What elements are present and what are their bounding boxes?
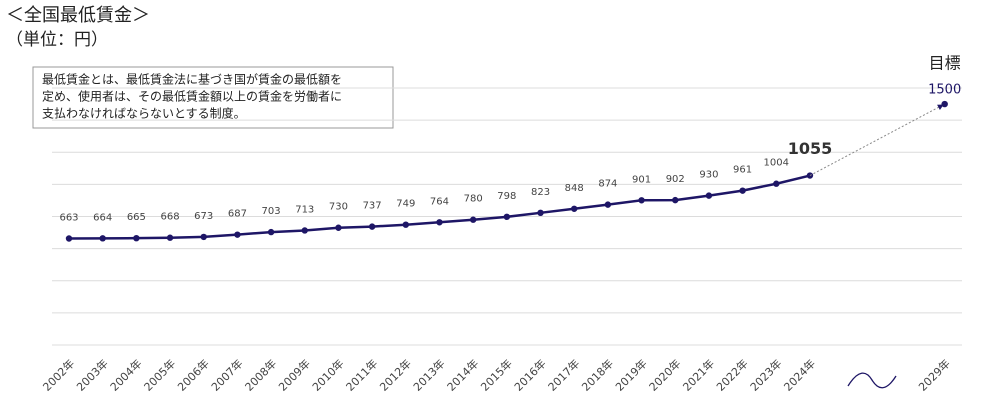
data-label: 961 (733, 165, 752, 176)
x-tick-label: 2017年 (545, 356, 582, 393)
x-tick-label: 2014年 (444, 356, 481, 393)
x-tick-label: 2019年 (612, 356, 649, 393)
x-tick-label: 2024年 (781, 356, 818, 393)
data-label: 930 (699, 170, 718, 181)
data-label: 1004 (764, 158, 789, 169)
annotation-line: 最低賃金とは、最低賃金法に基づき国が賃金の最低額を (42, 72, 342, 87)
data-label: 1500 (928, 83, 961, 98)
data-label: 687 (228, 209, 247, 220)
data-label: 902 (666, 174, 685, 185)
data-label: 663 (59, 213, 78, 224)
data-point (267, 228, 275, 236)
data-point (234, 231, 241, 238)
axis-break (847, 372, 897, 389)
data-point (604, 201, 612, 208)
data-point (773, 180, 780, 187)
data-label: 764 (430, 196, 449, 207)
x-tick-label: 2007年 (208, 356, 245, 393)
x-tick-label: 2011年 (343, 356, 380, 393)
data-point (571, 205, 578, 212)
x-tick-label: 2010年 (309, 356, 346, 393)
x-tick-label: 2018年 (579, 356, 616, 393)
data-point (503, 213, 511, 221)
annotation-line: 支払わなければならないとする制度。 (42, 106, 246, 121)
x-tick-label: 2009年 (276, 356, 313, 393)
target-point (941, 100, 948, 108)
data-label: 874 (598, 179, 617, 190)
data-point (335, 224, 342, 231)
data-label: 713 (295, 204, 314, 215)
chart-subtitle: （単位：円） (6, 30, 108, 50)
x-tick-label: 2029年 (915, 356, 952, 393)
x-tick-label: 2008年 (242, 356, 279, 393)
annotation-box (32, 66, 394, 129)
data-label: 1055 (788, 139, 833, 158)
data-point (436, 219, 443, 226)
data-label: 823 (531, 187, 550, 198)
data-label: 665 (127, 212, 146, 223)
x-tick-label: 2013年 (410, 356, 447, 393)
x-tick-label: 2006年 (174, 356, 211, 393)
x-tick-label: 2021年 (680, 356, 717, 393)
data-label: 798 (497, 191, 516, 202)
data-point (672, 196, 679, 204)
x-tick-label: 2016年 (511, 356, 548, 393)
data-point (469, 216, 477, 223)
x-tick-label: 2022年 (713, 356, 750, 393)
data-point (705, 192, 713, 199)
x-tick-label: 2005年 (141, 356, 178, 393)
data-label: 780 (464, 194, 483, 205)
data-point (65, 235, 73, 242)
data-label: 901 (632, 174, 651, 185)
data-label: 737 (363, 201, 382, 212)
data-point (99, 235, 106, 242)
data-point (166, 234, 174, 241)
x-tick-label: 2002年 (40, 356, 77, 393)
data-point (133, 234, 140, 242)
chart-title: ＜全国最低賃金＞ (6, 5, 150, 26)
x-tick-label: 2023年 (747, 356, 784, 393)
data-point (368, 223, 376, 230)
data-label: 668 (160, 212, 179, 223)
x-tick-label: 2020年 (646, 356, 683, 393)
data-label: 664 (93, 212, 112, 223)
data-point (301, 227, 308, 234)
data-label: 848 (565, 183, 584, 194)
data-label: 703 (262, 206, 281, 217)
data-label: 749 (396, 199, 415, 210)
data-label: 673 (194, 211, 213, 222)
x-tick-label: 2004年 (107, 356, 144, 393)
annotation-line: 定め、使用者は、その最低賃金額以上の賃金を労働者に (42, 89, 342, 104)
legend-label: 目標 (929, 54, 961, 73)
data-point (638, 197, 645, 204)
data-label: 730 (329, 202, 348, 213)
data-point (402, 221, 409, 228)
data-point (200, 233, 207, 241)
target-connector (809, 106, 939, 176)
x-tick-label: 2003年 (73, 356, 110, 393)
data-point (537, 209, 544, 217)
data-point (739, 187, 746, 194)
x-tick-label: 2012年 (377, 356, 414, 393)
x-tick-label: 2015年 (478, 356, 515, 393)
